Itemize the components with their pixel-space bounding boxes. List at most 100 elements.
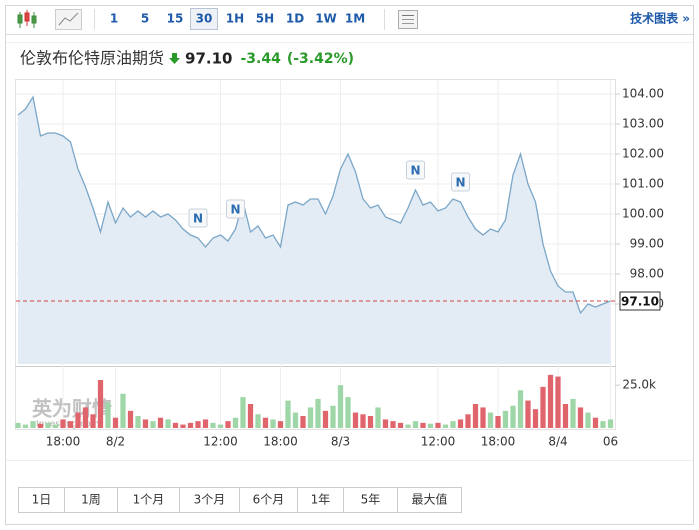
candle-icon[interactable] [17,10,37,28]
volume-bar [202,419,209,428]
volume-bar [330,405,336,428]
volume-bar [525,400,531,428]
range-button[interactable] [117,487,180,513]
volume-bar [495,416,501,428]
range-label: 6个月 [253,493,285,507]
interval-button[interactable]: 5H [256,12,274,26]
volume-bar [262,417,269,428]
area-icon-line [58,12,79,26]
volume-bar [457,419,464,428]
volume-bar [607,419,614,428]
volume-bar [585,412,591,428]
volume-bar [67,421,74,428]
interval-button[interactable]: 1H [226,12,244,26]
volume-bar [60,419,66,428]
interval-button[interactable]: 30 [196,12,213,26]
price-change-pct: (-3.42%) [287,51,354,67]
range-button[interactable] [343,487,398,513]
volume-bar [435,422,441,428]
volume-bar [375,407,381,428]
volume-bar [165,419,171,428]
volume-bar [382,419,389,428]
volume-bar [172,422,179,428]
range-button[interactable] [18,487,65,513]
volume-bar [22,424,29,428]
interval-selected [190,8,218,30]
volume-bar [360,414,366,428]
volume-bar [307,407,314,428]
y-tick-label: 98.00 [630,267,664,281]
y2-tick-label: 25.0k [622,378,656,392]
last-price: 97.10 [185,50,232,68]
volume-bar [225,421,231,428]
x-tick-label: 8/3 [331,435,350,449]
last-price-label: 97.10 [621,295,659,309]
y-tick-label: 102.00 [622,147,664,161]
y-tick-label: 100.00 [622,207,664,221]
range-button[interactable] [239,487,298,513]
volume-bar [217,424,224,428]
interval-button[interactable]: 1M [345,12,365,26]
volume-bar [352,412,359,428]
range-label: 最大值 [411,492,447,507]
volume-bar [270,419,276,428]
volume-bar [120,393,126,428]
area-icon[interactable] [55,9,82,30]
volume-bar [517,390,524,428]
x-tick-label: 12:00 [203,435,238,449]
range-label: 1周 [81,493,101,507]
volume-bar [502,410,509,428]
volume-bar [540,386,546,428]
volume-bar [315,398,321,428]
watermark-sub: Investing.com [36,420,99,430]
volume-bar [420,422,426,428]
event-marker-label: N [455,176,465,190]
x-tick-label: 06 [603,435,618,449]
price-area [18,97,611,364]
volume-bar [142,419,149,428]
volume-bar [210,422,216,428]
volume-bar [255,414,261,428]
volume-bar [337,385,344,428]
range-label: 1日 [32,493,52,507]
volume-bar [195,421,201,428]
x-tick-label: 18:00 [481,435,516,449]
volume-bar [450,421,456,428]
volume-bar [105,402,111,428]
interval-button[interactable]: 1W [315,12,337,26]
interval-button[interactable]: 1D [286,12,304,26]
range-button[interactable] [297,487,344,513]
range-button[interactable] [397,487,462,513]
event-marker[interactable] [451,172,470,192]
volume-bar [75,412,81,428]
volume-bar [112,417,119,428]
event-marker[interactable] [188,208,208,228]
event-marker[interactable] [226,199,245,219]
range-button[interactable] [64,487,118,513]
volume-bar [97,380,104,428]
interval-button[interactable]: 15 [167,12,184,26]
x-tick-label: 12:00 [421,435,456,449]
y-tick-label: 101.00 [622,177,664,191]
event-marker-label: N [230,203,240,217]
interval-button[interactable]: 1 [110,12,118,26]
volume-bar [322,410,329,428]
volume-bar [570,398,576,428]
interval-button[interactable]: 5 [141,12,149,26]
volume-bar [345,397,351,428]
volume-bar [247,404,254,428]
volume-bar [472,404,479,428]
price-line [17,95,611,315]
event-marker[interactable] [406,160,425,180]
x-tick-label: 18:00 [46,435,81,449]
volume-bar [390,421,396,428]
volume-bar [577,407,584,428]
volume-bar [180,424,186,428]
volume-bar [367,416,374,428]
tech-chart-link[interactable]: 技术图表 » [630,11,690,26]
volume-bar [157,417,164,428]
range-label: 1年 [311,493,331,507]
volume-bar [150,421,156,428]
range-label: 3个月 [194,493,226,507]
